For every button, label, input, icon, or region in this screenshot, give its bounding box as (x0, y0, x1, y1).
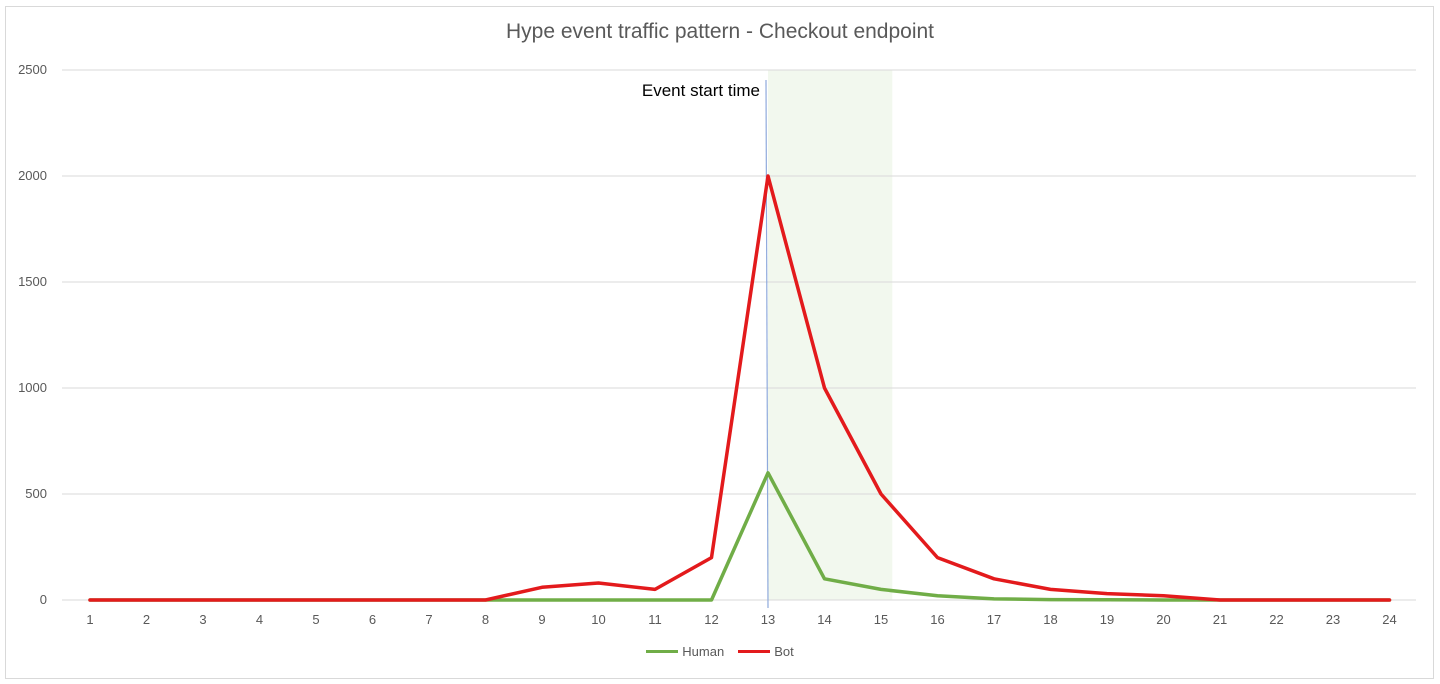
x-tick-label: 15 (874, 612, 888, 627)
x-tick-label: 14 (817, 612, 831, 627)
series-layer (88, 174, 1392, 602)
x-tick-label: 2 (143, 612, 150, 627)
x-tick-label: 17 (987, 612, 1001, 627)
x-tick-label: 18 (1043, 612, 1057, 627)
x-tick-label: 20 (1156, 612, 1170, 627)
legend: Human Bot (0, 644, 1440, 659)
event-shaded-region (768, 70, 893, 600)
x-tick-label: 13 (761, 612, 775, 627)
y-tick-label: 2500 (18, 62, 47, 77)
y-tick-label: 500 (25, 486, 47, 501)
x-tick-label: 21 (1213, 612, 1227, 627)
x-tick-label: 9 (538, 612, 545, 627)
x-tick-label: 23 (1326, 612, 1340, 627)
chart-title: Hype event traffic pattern - Checkout en… (505, 20, 935, 43)
legend-label-bot: Bot (774, 644, 794, 659)
event-start-line (765, 79, 769, 609)
x-tick-label: 1 (86, 612, 93, 627)
legend-item-human: Human (646, 644, 724, 659)
x-tick-label: 3 (199, 612, 206, 627)
y-tick-label: 1500 (18, 274, 47, 289)
x-tick-label: 24 (1382, 612, 1396, 627)
x-tick-label: 16 (930, 612, 944, 627)
x-tick-label: 8 (482, 612, 489, 627)
legend-label-human: Human (682, 644, 725, 659)
legend-swatch-human (646, 650, 679, 653)
legend-swatch-bot (738, 650, 771, 653)
y-tick-label: 2000 (18, 168, 47, 183)
x-tick-label: 11 (648, 612, 662, 627)
x-tick-label: 10 (591, 612, 605, 627)
x-tick-label: 4 (256, 612, 263, 627)
annotation-layer: Event start time (642, 79, 769, 609)
y-tick-label: 0 (40, 592, 47, 607)
y-tick-label: 1000 (18, 380, 47, 395)
chart-frame (5, 6, 1434, 679)
x-tick-label: 12 (704, 612, 718, 627)
event-start-label: Event start time (642, 81, 760, 100)
x-axis-tick-labels: 1 2 3 4 5 6 7 8 9 10 11 12 13 14 15 16 17 18 19 20 21 22 23 24 (86, 612, 1396, 627)
series-line-bot (88, 174, 1392, 602)
x-tick-label: 6 (369, 612, 376, 627)
x-tick-label: 19 (1100, 612, 1114, 627)
gridlines (62, 69, 1416, 601)
x-tick-label: 7 (425, 612, 432, 627)
x-tick-label: 22 (1269, 612, 1283, 627)
y-axis-tick-labels: 0 500 1000 1500 2000 2500 (18, 62, 47, 607)
series-line-human (88, 471, 1392, 602)
shaded-region-layer (768, 70, 893, 600)
x-tick-label: 5 (312, 612, 319, 627)
legend-item-bot: Bot (738, 644, 794, 659)
